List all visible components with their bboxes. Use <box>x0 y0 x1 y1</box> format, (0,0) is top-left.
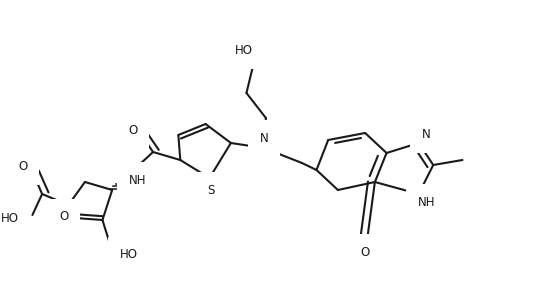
Text: O: O <box>128 124 138 137</box>
Text: HO: HO <box>234 44 252 57</box>
Text: N: N <box>260 131 268 144</box>
Text: N: N <box>422 128 431 142</box>
Text: O: O <box>59 211 68 224</box>
Text: NH: NH <box>417 195 435 209</box>
Text: O: O <box>18 160 28 173</box>
Text: NH: NH <box>129 173 146 186</box>
Text: S: S <box>207 184 214 197</box>
Text: O: O <box>360 246 370 258</box>
Text: HO: HO <box>1 213 19 226</box>
Text: HO: HO <box>120 249 138 262</box>
